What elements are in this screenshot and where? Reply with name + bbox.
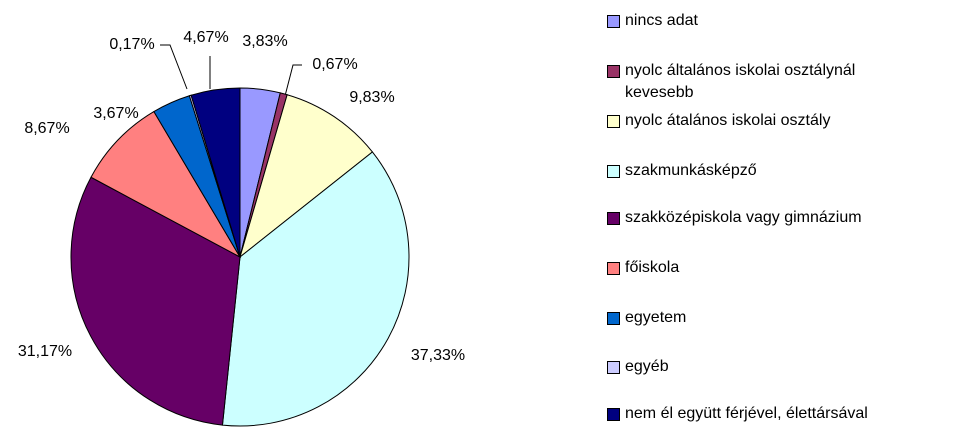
pie-slice	[70, 176, 241, 426]
legend-item: nyolc általános iskolai osztálynál keves…	[607, 60, 867, 104]
pie-slice	[239, 94, 374, 259]
legend-swatch	[607, 65, 620, 78]
legend-label: nincs adat	[625, 12, 698, 29]
data-label: 3,83%	[242, 33, 287, 50]
data-label: 0,67%	[312, 56, 357, 73]
pie-slice	[90, 110, 242, 259]
data-label: 4,67%	[183, 29, 228, 46]
legend-swatch	[607, 361, 620, 374]
data-label: 31,17%	[18, 343, 72, 360]
legend-label: szakmunkásképző	[625, 162, 757, 179]
legend-item: szakmunkásképző	[607, 160, 757, 182]
legend-label: nem él együtt férjével, élettársával	[625, 405, 868, 422]
legend-swatch	[607, 165, 620, 178]
legend-swatch	[607, 408, 620, 421]
data-label: 37,33%	[411, 347, 465, 364]
legend-item: nyolc átalános iskolai osztály	[607, 110, 830, 132]
pie-slice	[221, 151, 410, 427]
legend-label: szakközépiskola vagy gimnázium	[625, 209, 862, 226]
data-label: 0,17%	[109, 36, 154, 53]
data-label: 3,67%	[93, 105, 138, 122]
legend-swatch	[607, 115, 620, 128]
data-label: 9,83%	[349, 89, 394, 106]
legend-swatch	[607, 262, 620, 275]
legend-item: egyetem	[607, 307, 686, 329]
legend-label: nyolc átalános iskolai osztály	[625, 112, 831, 129]
pie-slice	[190, 87, 241, 258]
legend-item: nincs adat	[607, 10, 698, 32]
legend-label: egyéb	[625, 358, 669, 375]
legend-swatch	[607, 15, 620, 28]
legend-label: egyetem	[625, 309, 687, 326]
legend-item: egyéb	[607, 356, 669, 378]
legend-item: főiskola	[607, 257, 679, 279]
leader-line	[284, 64, 302, 97]
leader-line	[160, 44, 188, 90]
legend-item: nem él együtt férjével, élettársával	[607, 403, 868, 425]
legend-label: főiskola	[625, 259, 680, 276]
legend-swatch	[607, 312, 620, 325]
legend-swatch	[607, 212, 620, 225]
data-label: 8,67%	[24, 120, 69, 137]
legend-item: szakközépiskola vagy gimnázium	[607, 207, 862, 229]
legend-label: nyolc általános iskolai osztálynál keves…	[625, 62, 856, 101]
